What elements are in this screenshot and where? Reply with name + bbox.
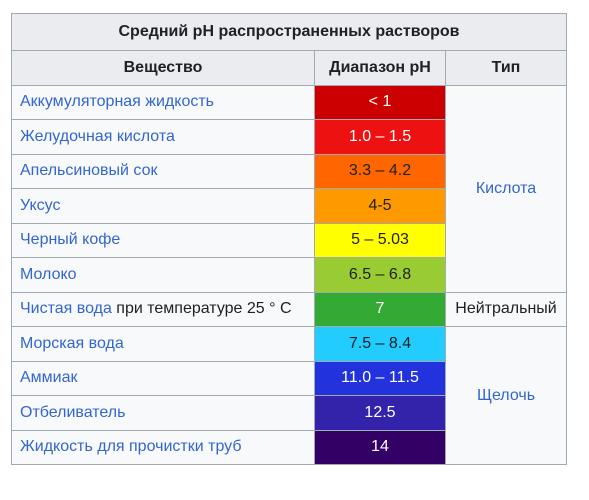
ph-cell: 11.0 – 11.5 xyxy=(314,360,446,396)
substance-cell: Молоко xyxy=(11,257,315,293)
type-base-link[interactable]: Щелочь xyxy=(476,386,536,404)
substance-link[interactable]: Желудочная кислота xyxy=(20,127,175,145)
type-neutral: Нейтральный xyxy=(445,291,567,327)
substance-link[interactable]: Аммиак xyxy=(20,369,78,387)
table-row: Чистая вода при температуре 25 ° C 7 Ней… xyxy=(11,291,567,327)
table-row: Жидкость для прочистки труб 14 xyxy=(11,429,567,465)
table-row: Отбеливатель 12.5 xyxy=(11,395,567,431)
table-row: Аммиак 11.0 – 11.5 xyxy=(11,360,567,396)
type-base: Щелочь xyxy=(445,326,567,465)
table-row: Черный кофе 5 – 5.03 xyxy=(11,222,567,258)
substance-cell: Апельсиновый сок xyxy=(11,153,315,189)
substance-link[interactable]: Уксус xyxy=(20,196,61,214)
header-type: Тип xyxy=(445,50,567,86)
header-ph-range: Диапазон pH xyxy=(314,50,446,86)
substance-cell: Чистая вода при температуре 25 ° C xyxy=(11,291,315,327)
ph-cell: 14 xyxy=(314,429,446,465)
table-row: Морская вода 7.5 – 8.4 Щелочь xyxy=(11,326,567,465)
table-row: Уксус 4-5 xyxy=(11,188,567,224)
substance-link[interactable]: Аккумуляторная жидкость xyxy=(20,93,215,111)
substance-link[interactable]: Черный кофе xyxy=(20,231,121,249)
substance-cell: Жидкость для прочистки труб xyxy=(11,429,315,465)
substance-link[interactable]: Морская вода xyxy=(20,334,124,352)
ph-cell: 6.5 – 6.8 xyxy=(314,257,446,293)
substance-link[interactable]: Апельсиновый сок xyxy=(20,162,158,180)
type-acid: Кислота xyxy=(445,84,567,293)
substance-cell: Морская вода xyxy=(11,326,315,362)
substance-link[interactable]: Отбеливатель xyxy=(20,403,126,421)
substance-cell: Желудочная кислота xyxy=(11,119,315,155)
ph-cell: 7.5 – 8.4 xyxy=(314,326,446,362)
substance-cell: Аккумуляторная жидкость xyxy=(11,84,315,120)
substance-link[interactable]: Чистая вода xyxy=(20,300,112,318)
substance-cell: Черный кофе xyxy=(11,222,315,258)
header-substance: Вещество xyxy=(11,50,315,86)
type-acid-link[interactable]: Кислота xyxy=(475,179,537,197)
ph-cell: < 1 xyxy=(314,84,446,120)
substance-cell: Уксус xyxy=(11,188,315,224)
substance-cell: Отбеливатель xyxy=(11,395,315,431)
ph-cell: 12.5 xyxy=(314,395,446,431)
ph-cell: 4-5 xyxy=(314,188,446,224)
table-row: Аккумуляторная жидкость < 1 Кислота xyxy=(11,84,567,293)
ph-cell: 1.0 – 1.5 xyxy=(314,119,446,155)
table-row: Желудочная кислота 1.0 – 1.5 xyxy=(11,119,567,155)
table-row: Апельсиновый сок 3.3 – 4.2 xyxy=(11,153,567,189)
substance-link[interactable]: Жидкость для прочистки труб xyxy=(20,438,242,456)
ph-cell: 3.3 – 4.2 xyxy=(314,153,446,189)
table-caption: Средний pH распространенных растворов xyxy=(11,13,567,51)
substance-suffix: при температуре 25 ° C xyxy=(111,300,292,318)
substance-cell: Аммиак xyxy=(11,360,315,396)
table-row: Молоко 6.5 – 6.8 xyxy=(11,257,567,293)
ph-table: Средний pH распространенных растворов Ве… xyxy=(11,13,567,465)
substance-link[interactable]: Молоко xyxy=(20,265,77,283)
ph-cell: 7 xyxy=(314,291,446,327)
ph-cell: 5 – 5.03 xyxy=(314,222,446,258)
